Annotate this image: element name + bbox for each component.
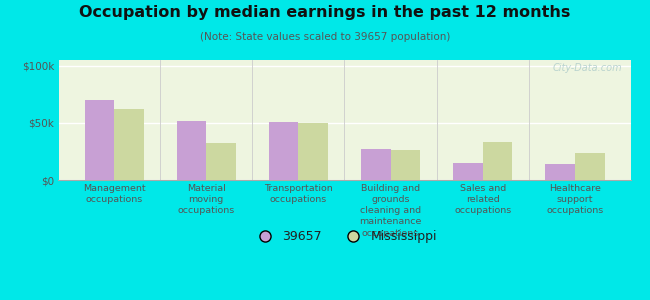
Bar — [575, 153, 604, 180]
Text: Occupation by median earnings in the past 12 months: Occupation by median earnings in the pas… — [79, 4, 571, 20]
Text: (Note: State values scaled to 39657 population): (Note: State values scaled to 39657 popu… — [200, 32, 450, 41]
Bar — [206, 143, 236, 180]
Text: City-Data.com: City-Data.com — [552, 63, 622, 73]
Bar — [298, 123, 328, 180]
Bar — [483, 142, 512, 180]
Bar — [114, 109, 144, 180]
Bar — [391, 150, 420, 180]
Bar — [361, 149, 391, 180]
Bar — [453, 163, 483, 180]
Bar — [84, 100, 114, 180]
Legend: 39657, Mississippi: 39657, Mississippi — [247, 225, 442, 248]
Bar — [545, 164, 575, 180]
Bar — [177, 121, 206, 180]
Bar — [269, 122, 298, 180]
